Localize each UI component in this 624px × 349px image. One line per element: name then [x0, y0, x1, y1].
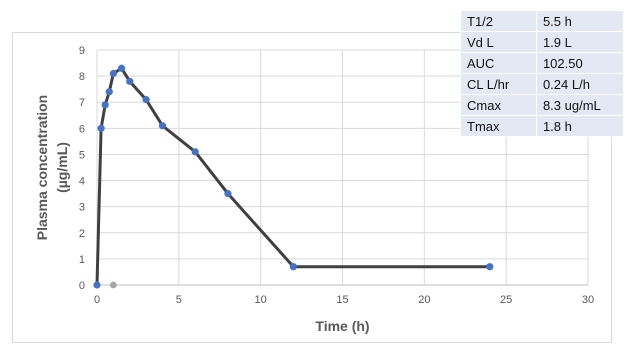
- x-tick-label: 5: [176, 294, 182, 306]
- data-point: [93, 281, 101, 289]
- y-tick-label: 8: [79, 71, 85, 83]
- parameter-value: 8.3 ug/mL: [535, 94, 624, 116]
- parameter-name: Tmax: [460, 115, 537, 137]
- parameter-value: 5.5 h: [535, 10, 624, 32]
- data-point: [126, 77, 134, 85]
- y-tick-label: 3: [79, 202, 85, 214]
- data-point: [158, 122, 167, 130]
- data-point: [224, 190, 232, 198]
- y-tick-label: 4: [79, 176, 85, 188]
- y-tick-label: 5: [79, 149, 85, 161]
- parameter-value: 0.24 L/h: [535, 73, 624, 95]
- parameter-name: Vd L: [460, 31, 537, 53]
- x-tick-label: 15: [336, 294, 348, 306]
- tick-labels: 0 1 2 3 4 5 6 7 8 9 0 5 10 15 20 25 30: [79, 45, 594, 306]
- data-point: [117, 64, 126, 72]
- parameter-value: 102.50: [535, 52, 624, 74]
- series: [93, 64, 494, 289]
- parameter-row: T1/2 5.5 h: [460, 10, 624, 32]
- data-point: [191, 148, 199, 156]
- x-tick-label: 30: [582, 294, 594, 306]
- pk-parameter-table: T1/2 5.5 h Vd L 1.9 L AUC 102.50 CL L/hr 0.24 L…: [460, 10, 624, 137]
- y-tick-label: 7: [79, 97, 85, 109]
- parameter-row: AUC 102.50: [460, 52, 624, 74]
- data-point: [105, 88, 113, 96]
- y-tick-label: 9: [79, 45, 85, 57]
- y-tick-label: 2: [79, 228, 85, 240]
- data-point: [97, 124, 105, 132]
- parameter-name: Cmax: [460, 94, 537, 116]
- parameter-name: CL L/hr: [460, 73, 537, 95]
- x-tick-label: 10: [255, 294, 267, 306]
- extra-data-point: [109, 281, 117, 289]
- x-tick-label: 20: [418, 294, 430, 306]
- x-axis-title: Time (h): [315, 318, 369, 334]
- parameter-value: 1.9 L: [535, 31, 624, 53]
- data-point: [101, 101, 109, 109]
- data-point: [109, 69, 117, 78]
- x-tick-label: 0: [94, 294, 100, 306]
- data-point: [289, 263, 297, 271]
- y-axis-title-line-2: (µg/mL): [54, 142, 70, 193]
- parameter-row: CL L/hr 0.24 L/h: [460, 73, 624, 95]
- y-tick-label: 6: [79, 123, 85, 135]
- series-line: [95, 66, 492, 287]
- parameter-name: T1/2: [460, 10, 537, 32]
- parameter-value: 1.8 h: [535, 115, 624, 137]
- parameter-row: Tmax 1.8 h: [460, 115, 624, 137]
- data-point: [486, 263, 494, 271]
- parameter-row: Vd L 1.9 L: [460, 31, 624, 53]
- parameter-name: AUC: [460, 52, 537, 74]
- data-point: [142, 96, 150, 104]
- y-tick-label: 1: [79, 254, 85, 266]
- x-tick-label: 25: [500, 294, 512, 306]
- parameter-row: Cmax 8.3 ug/mL: [460, 94, 624, 116]
- y-axis-title-line-1: Plasma concentration: [34, 95, 50, 241]
- y-tick-label: 0: [79, 280, 85, 292]
